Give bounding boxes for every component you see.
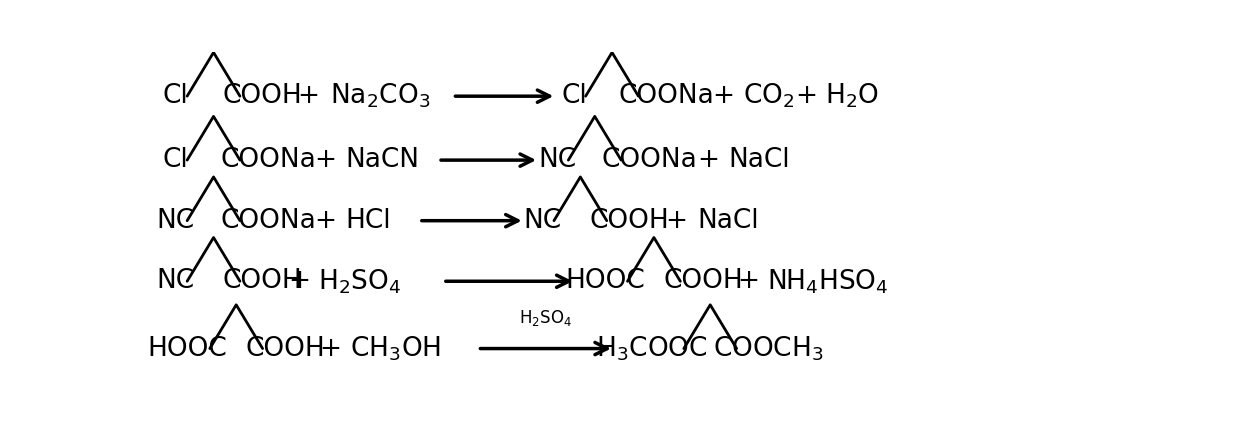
- Text: COOH: COOH: [663, 268, 743, 294]
- Text: +: +: [737, 268, 760, 294]
- Text: NC: NC: [538, 147, 576, 173]
- Text: Cl: Cl: [164, 147, 188, 173]
- Text: NaCN: NaCN: [344, 147, 419, 173]
- Text: +: +: [712, 83, 735, 109]
- Text: COOH: COOH: [223, 83, 302, 109]
- Text: +: +: [795, 83, 817, 109]
- Text: NC: NC: [157, 208, 195, 234]
- Text: Cl: Cl: [561, 83, 587, 109]
- Text: Na$_2$CO$_3$: Na$_2$CO$_3$: [330, 82, 430, 111]
- Text: +: +: [698, 147, 719, 173]
- Text: +: +: [665, 208, 688, 234]
- Text: H$_2$SO$_4$: H$_2$SO$_4$: [519, 309, 572, 328]
- Text: HCl: HCl: [344, 208, 390, 234]
- Text: COONa: COONa: [221, 208, 316, 234]
- Text: NH$_4$HSO$_4$: NH$_4$HSO$_4$: [767, 267, 890, 295]
- Text: NC: NC: [157, 268, 195, 294]
- Text: HOOC: HOOC: [147, 336, 227, 361]
- Text: H$_3$COOC: H$_3$COOC: [596, 334, 707, 363]
- Text: CO$_2$: CO$_2$: [743, 82, 795, 111]
- Text: COOCH$_3$: COOCH$_3$: [712, 334, 824, 363]
- Text: COOH: COOH: [223, 268, 302, 294]
- Text: COONa: COONa: [602, 147, 698, 173]
- Text: CH$_3$OH: CH$_3$OH: [349, 334, 441, 363]
- Text: HOOC: HOOC: [565, 268, 644, 294]
- Text: NaCl: NaCl: [729, 147, 789, 173]
- Text: H$_2$O: H$_2$O: [825, 82, 878, 111]
- Text: +: +: [313, 208, 336, 234]
- Text: +: +: [287, 268, 310, 294]
- Text: Cl: Cl: [164, 83, 188, 109]
- Text: H$_2$SO$_4$: H$_2$SO$_4$: [318, 267, 401, 295]
- Text: COOH: COOH: [245, 336, 325, 361]
- Text: NaCl: NaCl: [698, 208, 760, 234]
- Text: COONa: COONa: [620, 83, 715, 109]
- Text: COONa: COONa: [221, 147, 316, 173]
- Text: +: +: [313, 147, 336, 173]
- Text: COOH: COOH: [590, 208, 669, 234]
- Text: +: +: [297, 83, 320, 109]
- Text: NC: NC: [524, 208, 561, 234]
- Text: +: +: [320, 336, 342, 361]
